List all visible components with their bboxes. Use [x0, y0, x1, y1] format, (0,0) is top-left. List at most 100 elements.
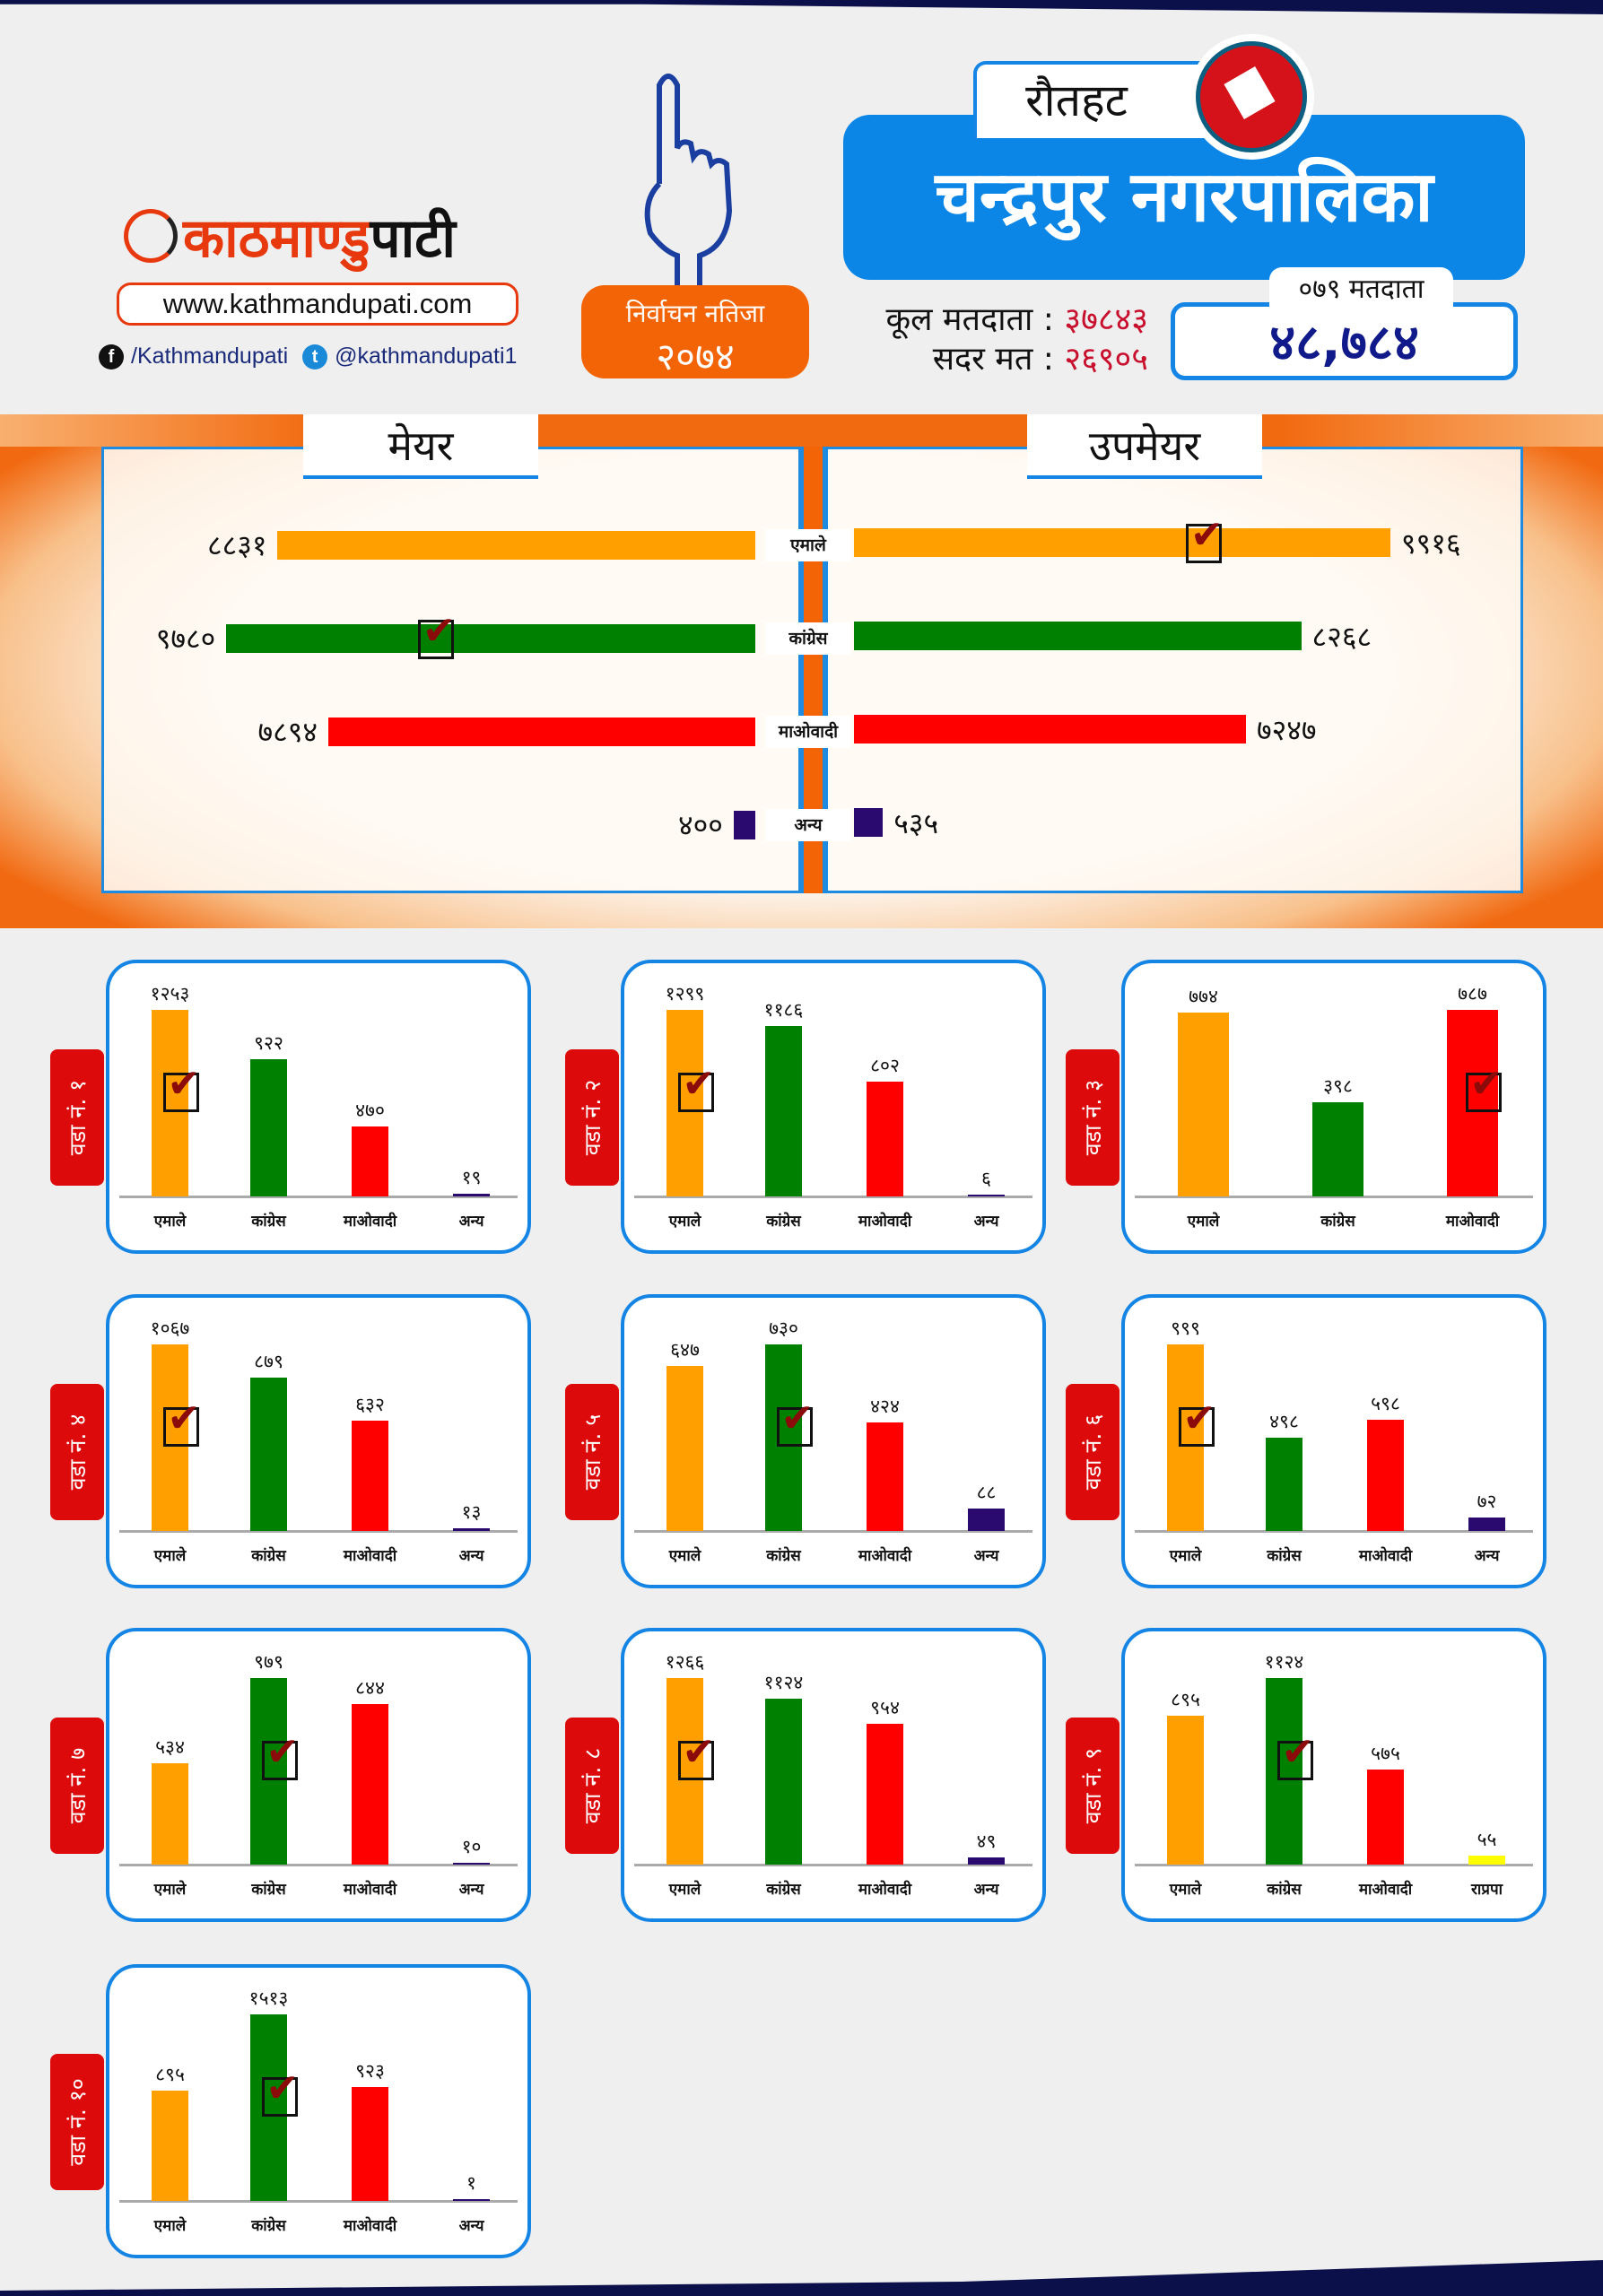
ward-party-label: एमाले: [153, 2217, 187, 2235]
ward-votes-label: ५३४: [155, 1735, 185, 1758]
ward-label: वडा नं. ३: [1080, 1079, 1106, 1156]
vote-totals: कूल मतदाता : ३७८४३ सदर मत : २६९०५: [830, 300, 1148, 379]
chart-baseline: [1135, 1864, 1533, 1866]
ward-votes-label: ७८७: [1458, 983, 1487, 1004]
ward-tab: वडा नं. २: [565, 1049, 619, 1186]
ward-votes-label: १०६७: [150, 1318, 190, 1339]
winner-check-icon: [1186, 512, 1224, 563]
winner-check-icon: [1178, 1396, 1215, 1448]
ward-card: १२६६ एमाले ११२४ कांग्रेस ९५४ माओवादी ४९ अन्य: [621, 1628, 1046, 1922]
ward-party-label: एमाले: [153, 1547, 187, 1565]
valid-votes-label: सदर मत :: [932, 341, 1054, 378]
ward-bar-congress: [765, 1699, 802, 1865]
ward-party-label: माओवादी: [858, 1881, 912, 1899]
ward-party-label: माओवादी: [1358, 1881, 1413, 1899]
ward-party-label: कांग्रेस: [1320, 1213, 1355, 1231]
winner-check-icon: [418, 608, 456, 659]
ward-votes-label: १३: [461, 1501, 482, 1524]
ward-tab: वडा नं. ९: [1066, 1718, 1119, 1854]
ward-votes-label: ११२४: [763, 1672, 804, 1694]
chart-baseline: [119, 1196, 518, 1198]
ward-bar-congress: [250, 1377, 287, 1531]
valid-votes-value: २६९०५: [1064, 341, 1148, 378]
ward-votes-label: ११२४: [1264, 1651, 1304, 1673]
ward-label: वडा नं. ४: [65, 1413, 91, 1491]
ward-bar-uml: [666, 1365, 703, 1531]
facebook-icon: f: [99, 344, 124, 370]
ward-party-label: कांग्रेस: [251, 1547, 286, 1565]
ward-bar-congress: [1312, 1101, 1363, 1196]
ward-party-label: अन्य: [458, 1547, 484, 1565]
winner-check-icon: [677, 1729, 715, 1781]
ward-party-label: माओवादी: [1445, 1213, 1500, 1231]
ward-card: ८९५ एमाले १५१३ कांग्रेस ९२३ माओवादी १ अन्य: [106, 1964, 531, 2258]
ward-party-label: माओवादी: [858, 1547, 912, 1565]
ward-votes-label: ८०२: [870, 1054, 900, 1076]
ward-card: १०६७ एमाले ८७९ कांग्रेस ६३२ माओवादी १३ अन्य: [106, 1294, 531, 1588]
ward-bar-uml: [152, 2090, 188, 2201]
ward-card: ६४७ एमाले ७३० कांग्रेस ४२४ माओवादी ८८ अन्य: [621, 1294, 1046, 1588]
mayor-title: मेयर: [303, 414, 538, 479]
deputy-votes-maoist: ७२४७: [1256, 713, 1317, 747]
ward-votes-label: ९५४: [870, 1697, 900, 1719]
ward-bar-rpp: [1468, 1855, 1505, 1865]
party-label-congress: कांग्रेस: [765, 622, 851, 655]
municipality-title: चन्द्रपुर नगरपालिका: [843, 115, 1525, 280]
ward-party-label: माओवादी: [858, 1213, 912, 1231]
ward-bar-maoist: [867, 1422, 903, 1531]
ward-bar-maoist: [352, 1126, 388, 1196]
brand-logo: काठमाण्डु पाटी: [124, 199, 456, 273]
ward-votes-label: ४२४: [870, 1396, 900, 1418]
ward-votes-label: १: [466, 2172, 476, 2194]
mayor-votes-other: ४००: [677, 808, 723, 842]
chart-baseline: [119, 1530, 518, 1533]
ward-votes-label: ६३२: [355, 1393, 385, 1415]
ward-votes-label: ४७०: [355, 1099, 385, 1121]
ward-votes-label: ९२३: [355, 2060, 385, 2083]
mayor-bar-uml: [277, 531, 755, 560]
facebook-link[interactable]: /Kathmandupati: [131, 344, 289, 369]
twitter-link[interactable]: @kathmandupati1: [335, 344, 518, 369]
ward-bar-other: [453, 1862, 490, 1865]
ward-bar-other: [453, 1193, 490, 1196]
deputy-bar-congress: [854, 622, 1302, 650]
ward-votes-label: १०: [461, 1835, 482, 1857]
voters-079-label: ०७९ मतदाता: [1269, 267, 1453, 312]
ward-votes-label: ३९८: [1323, 1074, 1353, 1097]
ward-votes-label: १९: [461, 1166, 482, 1188]
mayor-votes-maoist: ७८९४: [257, 715, 318, 749]
ward-party-label: एमाले: [1169, 1547, 1202, 1565]
ward-label: वडा नं. ९: [1080, 1747, 1106, 1824]
ward-votes-label: ८८: [976, 1481, 997, 1503]
deputy-bar-maoist: [854, 715, 1246, 744]
ward-bar-other: [1468, 1518, 1505, 1531]
ward-party-label: माओवादी: [343, 1213, 397, 1231]
ward-bar-congress: [765, 1026, 802, 1196]
ward-votes-label: ४९८: [1269, 1411, 1299, 1433]
ward-bar-uml: [152, 1762, 188, 1865]
ward-bar-other: [453, 1528, 490, 1531]
ward-votes-label: १२९९: [665, 983, 705, 1004]
ward-votes-label: ९२२: [254, 1031, 283, 1054]
mayor-votes-uml: ८८३१: [206, 528, 267, 562]
ward-votes-label: ८७९: [254, 1350, 283, 1372]
party-label-uml: एमाले: [765, 529, 851, 561]
ward-party-label: कांग्रेस: [1267, 1547, 1302, 1565]
ward-votes-label: ६४७: [670, 1338, 700, 1361]
badge-title: निर्वाचन नतिजा: [625, 299, 765, 328]
deputy-bar-uml: [854, 528, 1390, 557]
ward-party-label: एमाले: [668, 1547, 701, 1565]
ward-votes-label: ८९५: [155, 2063, 185, 2085]
ward-bar-maoist: [352, 2087, 388, 2201]
website-link[interactable]: www.kathmandupati.com: [117, 283, 518, 326]
bottom-band: [0, 2260, 1603, 2296]
ward-votes-label: १२६६: [665, 1651, 705, 1673]
deputy-title: उपमेयर: [1027, 414, 1262, 479]
total-voters-value: ३७८४३: [1064, 301, 1148, 338]
mayor-bar-maoist: [327, 718, 755, 746]
ward-card: ७७४ एमाले ३९८ कांग्रेस ७८७ माओवादी: [1121, 960, 1546, 1254]
top-band: [0, 0, 1603, 14]
ward-label: वडा नं. ६: [1080, 1413, 1106, 1491]
ward-bar-congress: [250, 1058, 287, 1196]
ward-party-label: अन्य: [458, 1213, 484, 1231]
